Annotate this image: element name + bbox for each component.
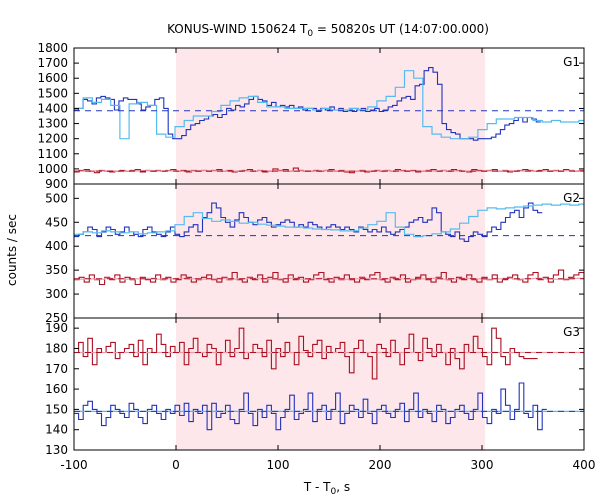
chart-title: KONUS-WIND 150624 T0 = 50820s UT (14:07:…: [167, 22, 489, 39]
y-tick-label: 500: [45, 191, 68, 205]
y-tick-label: 900: [45, 177, 68, 191]
x-tick-label: 100: [267, 458, 290, 472]
y-tick-label: 130: [45, 443, 68, 457]
panel-g3: 130 140 150 160 170 180 190 G3: [45, 317, 585, 457]
series-light_blue-model: [74, 70, 584, 140]
x-tick-label: -100: [60, 458, 87, 472]
y-tick-label: 400: [45, 239, 68, 253]
y-tick-label: 1100: [37, 147, 68, 161]
y-tick-label: 300: [45, 287, 68, 301]
x-tick-label: 300: [471, 458, 494, 472]
plot-area: [74, 202, 584, 286]
y-tick-label: 170: [45, 362, 68, 376]
shaded-interval: [176, 184, 486, 318]
x-tick-label: 200: [369, 458, 392, 472]
y-tick-label: 160: [45, 382, 68, 396]
y-tick-label: 1200: [37, 132, 68, 146]
y-tick-label: 150: [45, 402, 68, 416]
series-blue-counts: [74, 382, 547, 431]
panels-group: 900100011001200130014001500160017001800G…: [37, 41, 595, 472]
panel-label: G1: [563, 55, 580, 69]
y-tick-label: 1500: [37, 86, 68, 100]
x-axis-label: T - T0, s: [303, 480, 350, 497]
series-blue-counts: [74, 202, 543, 242]
y-tick-label: 1300: [37, 117, 68, 131]
panel-g2: 250 300 350 400 450 500 G2: [45, 183, 585, 325]
y-tick-label: 1800: [37, 41, 68, 55]
panel-label: G2: [563, 191, 580, 205]
x-tick-label: 0: [172, 458, 180, 472]
y-tick-label: 180: [45, 341, 68, 355]
x-tick-label: 400: [573, 458, 596, 472]
y-tick-label: 1400: [37, 101, 68, 115]
panel-frame: [73, 317, 585, 451]
plot-area: [74, 67, 584, 174]
y-axis-label: counts / sec: [5, 214, 19, 286]
y-tick-label: 1600: [37, 71, 68, 85]
y-tick-label: 1000: [37, 162, 68, 176]
y-tick-label: 1700: [37, 56, 68, 70]
shaded-interval: [176, 318, 486, 450]
y-tick-label: 450: [45, 215, 68, 229]
y-tick-label: 250: [45, 311, 68, 325]
series-light_blue-model: [74, 203, 584, 238]
y-tick-label: 190: [45, 321, 68, 335]
series-red-counts: [74, 327, 538, 380]
series-red-counts: [74, 269, 584, 286]
panel-label: G3: [563, 325, 580, 339]
y-tick-label: 350: [45, 263, 68, 277]
plot-area: [74, 327, 584, 431]
y-tick-label: 140: [45, 423, 68, 437]
